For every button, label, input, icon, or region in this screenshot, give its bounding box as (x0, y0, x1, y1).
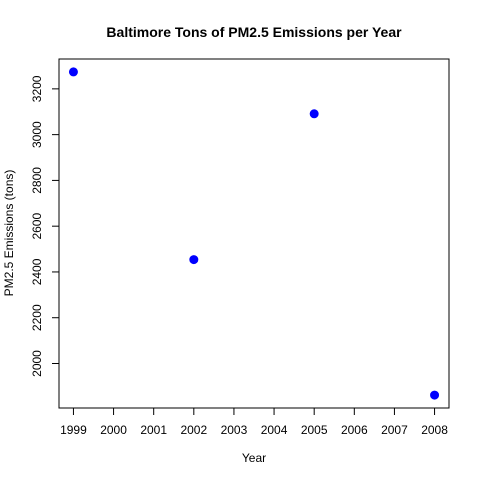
x-tick-label: 2004 (261, 423, 288, 437)
y-tick-label: 2600 (30, 213, 44, 240)
chart-title: Baltimore Tons of PM2.5 Emissions per Ye… (106, 24, 402, 40)
y-tick-label: 2200 (30, 304, 44, 331)
y-tick-label: 2800 (30, 167, 44, 194)
x-tick-label: 2001 (140, 423, 167, 437)
x-tick-label: 2000 (100, 423, 127, 437)
y-tick-label: 3200 (30, 75, 44, 102)
data-point (430, 390, 440, 400)
data-points (68, 67, 440, 400)
plot-frame (58, 58, 450, 409)
y-axis-label: PM2.5 Emissions (tons) (2, 170, 16, 297)
x-tick-label: 2003 (221, 423, 248, 437)
y-axis: 2000 2200 2400 2600 2800 3000 3200 (30, 75, 59, 377)
y-tick-label: 2000 (30, 350, 44, 377)
x-axis-label: Year (242, 451, 266, 465)
x-tick-label: 2005 (301, 423, 328, 437)
x-axis: 1999 2000 2001 2002 2003 2004 2005 2006 2007 2008 (60, 408, 448, 437)
x-tick-label: 2002 (180, 423, 207, 437)
x-tick-label: 2006 (341, 423, 368, 437)
x-tick-label: 2007 (381, 423, 408, 437)
y-tick-label: 3000 (30, 121, 44, 148)
data-point (68, 67, 78, 77)
x-tick-label: 1999 (60, 423, 87, 437)
y-tick-label: 2400 (30, 258, 44, 285)
x-tick-label: 2008 (421, 423, 448, 437)
data-point (189, 255, 199, 265)
data-point (309, 109, 319, 119)
